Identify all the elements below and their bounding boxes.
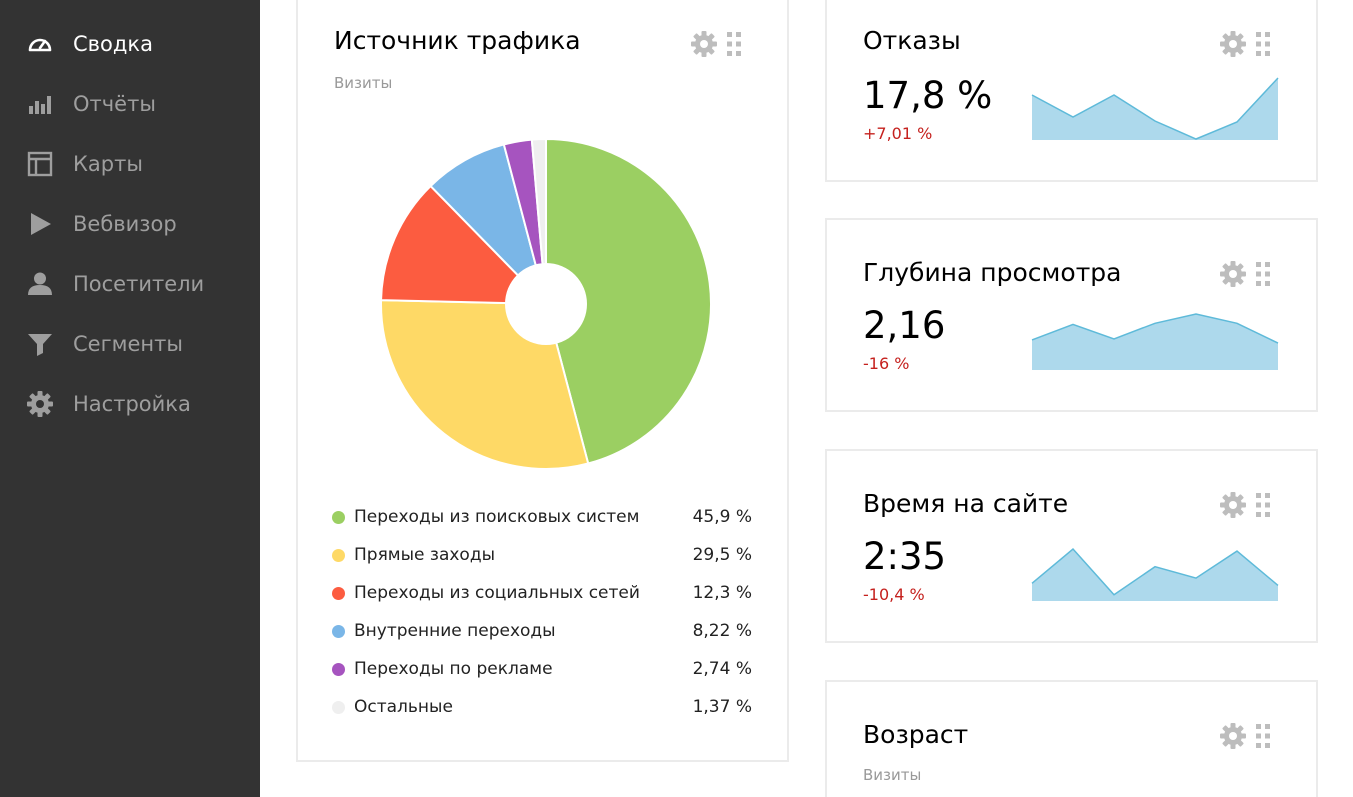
legend-dot bbox=[332, 548, 345, 562]
age-widget: Возраст Визиты bbox=[825, 680, 1318, 797]
metric-delta: -10,4 % bbox=[863, 585, 925, 604]
legend-label: Переходы из социальных сетей bbox=[354, 583, 640, 603]
legend-dot bbox=[332, 586, 345, 600]
legend-item: Прямые заходы 29,5 % bbox=[332, 536, 752, 574]
legend-label: Прямые заходы bbox=[354, 545, 496, 565]
sparkline-area bbox=[1032, 78, 1278, 140]
drag-handle-icon[interactable] bbox=[1255, 492, 1271, 518]
metric-delta: +7,01 % bbox=[863, 124, 933, 143]
gear-icon[interactable] bbox=[1219, 722, 1247, 750]
widget-title: Время на сайте bbox=[863, 489, 1069, 518]
drag-handle-icon[interactable] bbox=[726, 31, 742, 57]
legend-item: Переходы из поисковых систем 45,9 % bbox=[332, 498, 752, 536]
bar-chart-icon bbox=[26, 90, 54, 118]
legend-value: 8,22 % bbox=[692, 621, 752, 641]
sidebar-item-summary[interactable]: Сводка bbox=[0, 14, 260, 74]
gear-icon[interactable] bbox=[1219, 260, 1247, 288]
metric-sparkline bbox=[1031, 313, 1279, 370]
metric-sparkline bbox=[1031, 547, 1279, 601]
widget-subtitle: Визиты bbox=[863, 766, 922, 784]
sidebar-item-settings[interactable]: Настройка bbox=[0, 374, 260, 434]
legend-item: Внутренние переходы 8,22 % bbox=[332, 612, 752, 650]
gear-icon[interactable] bbox=[690, 30, 718, 58]
widget-tools bbox=[1219, 722, 1271, 750]
page-depth-widget: Глубина просмотра 2,16 -16 % bbox=[825, 218, 1318, 412]
legend-dot bbox=[332, 510, 345, 524]
widget-title: Глубина просмотра bbox=[863, 258, 1122, 287]
widget-title: Возраст bbox=[863, 720, 969, 749]
sparkline-line bbox=[1031, 77, 1279, 140]
widget-tools bbox=[1219, 491, 1271, 519]
legend-item: Переходы из социальных сетей 12,3 % bbox=[332, 574, 752, 612]
play-icon bbox=[26, 210, 54, 238]
sidebar-item-webvisor[interactable]: Вебвизор bbox=[0, 194, 260, 254]
donut-hole bbox=[505, 263, 587, 345]
legend-dot bbox=[332, 700, 345, 714]
sparkline-area bbox=[1032, 314, 1278, 370]
sparkline-line bbox=[1031, 313, 1279, 344]
legend-value: 2,74 % bbox=[692, 659, 752, 679]
legend-label: Остальные bbox=[354, 697, 453, 717]
sidebar-item-maps[interactable]: Карты bbox=[0, 134, 260, 194]
sidebar-item-visitors[interactable]: Посетители bbox=[0, 254, 260, 314]
legend-dot bbox=[332, 662, 345, 676]
legend-dot bbox=[332, 624, 345, 638]
legend-value: 1,37 % bbox=[692, 697, 752, 717]
widget-title: Отказы bbox=[863, 26, 961, 55]
gear-icon[interactable] bbox=[1219, 30, 1247, 58]
sidebar-item-label: Вебвизор bbox=[73, 212, 177, 236]
legend-label: Внутренние переходы bbox=[354, 621, 556, 641]
metric-delta: -16 % bbox=[863, 354, 910, 373]
sidebar-item-label: Сводка bbox=[73, 32, 153, 56]
legend-item: Остальные 1,37 % bbox=[332, 688, 752, 726]
sparkline-line bbox=[1031, 547, 1279, 596]
legend-value: 29,5 % bbox=[692, 545, 752, 565]
pie-slice-2[interactable] bbox=[380, 184, 549, 306]
widget-title: Источник трафика bbox=[334, 26, 581, 55]
sidebar: Сводка Отчёты Карты Вебвизор Посетители … bbox=[0, 0, 260, 797]
legend-value: 12,3 % bbox=[692, 583, 752, 603]
time-on-site-widget: Время на сайте 2:35 -10,4 % bbox=[825, 449, 1318, 643]
metric-sparkline bbox=[1031, 77, 1279, 140]
bounce-rate-widget: Отказы 17,8 % +7,01 % bbox=[825, 0, 1318, 182]
widget-tools bbox=[1219, 260, 1271, 288]
legend-value: 45,9 % bbox=[692, 507, 752, 527]
widget-tools bbox=[1219, 30, 1271, 58]
sidebar-item-segments[interactable]: Сегменты bbox=[0, 314, 260, 374]
traffic-pie-chart bbox=[380, 137, 712, 471]
pie-slice-0[interactable] bbox=[545, 137, 712, 465]
sidebar-item-label: Настройка bbox=[73, 392, 191, 416]
sidebar-item-label: Посетители bbox=[73, 272, 205, 296]
speedometer-icon bbox=[26, 30, 54, 58]
legend-label: Переходы по рекламе bbox=[354, 659, 553, 679]
person-icon bbox=[26, 270, 54, 298]
sidebar-item-label: Сегменты bbox=[73, 332, 183, 356]
drag-handle-icon[interactable] bbox=[1255, 723, 1271, 749]
metric-value: 17,8 % bbox=[863, 74, 993, 117]
map-layout-icon bbox=[26, 150, 54, 178]
sidebar-item-reports[interactable]: Отчёты bbox=[0, 74, 260, 134]
sidebar-item-label: Отчёты bbox=[73, 92, 156, 116]
widget-tools bbox=[690, 30, 742, 58]
pie-slice-5[interactable] bbox=[530, 137, 547, 305]
widget-subtitle: Визиты bbox=[334, 74, 393, 92]
metric-value: 2,16 bbox=[863, 304, 946, 347]
drag-handle-icon[interactable] bbox=[1255, 31, 1271, 57]
legend-item: Переходы по рекламе 2,74 % bbox=[332, 650, 752, 688]
traffic-source-widget: Источник трафика Визиты Переходы из поис… bbox=[296, 0, 789, 762]
legend-label: Переходы из поисковых систем bbox=[354, 507, 640, 527]
filter-icon bbox=[26, 330, 54, 358]
gear-icon[interactable] bbox=[1219, 491, 1247, 519]
sparkline-area bbox=[1032, 549, 1278, 601]
sidebar-item-label: Карты bbox=[73, 152, 143, 176]
gear-icon bbox=[26, 390, 54, 418]
metric-value: 2:35 bbox=[863, 535, 947, 578]
drag-handle-icon[interactable] bbox=[1255, 261, 1271, 287]
